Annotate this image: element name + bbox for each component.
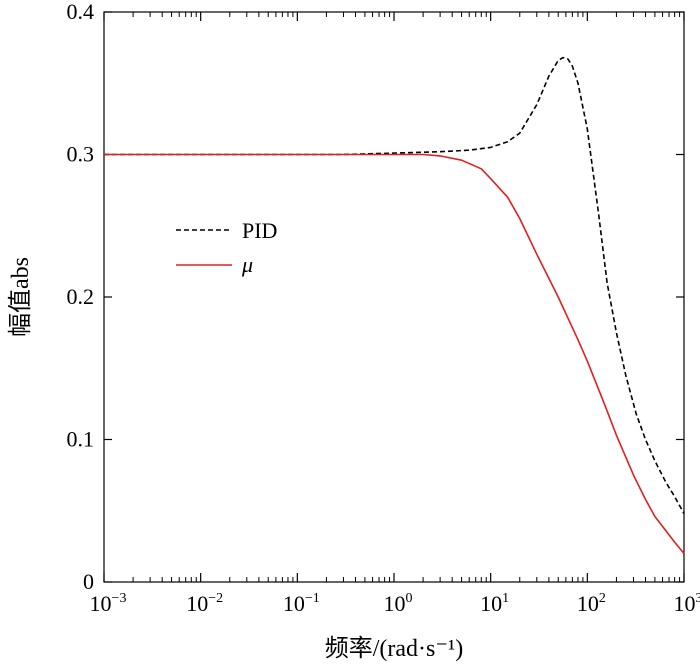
x-tick-label: 10−3 bbox=[90, 591, 127, 616]
y-axis-title: 幅值abs bbox=[7, 257, 34, 337]
x-tick-label: 10−1 bbox=[283, 591, 320, 616]
series-line-pid bbox=[104, 56, 685, 514]
y-tick-label: 0.3 bbox=[67, 142, 95, 167]
y-tick-label: 0.1 bbox=[67, 427, 95, 452]
series-line-mu bbox=[104, 153, 685, 555]
y-tick-label: 0 bbox=[83, 569, 94, 594]
legend-label-pid: PID bbox=[242, 218, 277, 243]
x-tick-label: 10−2 bbox=[186, 591, 223, 616]
x-tick-label: 100 bbox=[384, 591, 413, 616]
x-tick-label: 103 bbox=[674, 591, 700, 616]
x-axis-title: 频率/(rad·s⁻¹) bbox=[325, 635, 464, 662]
y-tick-label: 0.4 bbox=[67, 0, 95, 24]
series-layer bbox=[104, 56, 685, 555]
x-tick-labels: 10−3 10−2 10−1 100 101 102 103 bbox=[90, 591, 700, 616]
axis-ticks bbox=[103, 11, 685, 583]
legend-label-mu: μ bbox=[241, 252, 253, 277]
y-tick-labels: 0 0.1 0.2 0.3 0.4 bbox=[67, 0, 95, 594]
x-tick-label: 102 bbox=[577, 591, 606, 616]
x-tick-label: 101 bbox=[480, 591, 509, 616]
y-tick-label: 0.2 bbox=[67, 284, 95, 309]
plot-frame bbox=[103, 11, 685, 583]
legend: PID μ bbox=[176, 218, 277, 277]
